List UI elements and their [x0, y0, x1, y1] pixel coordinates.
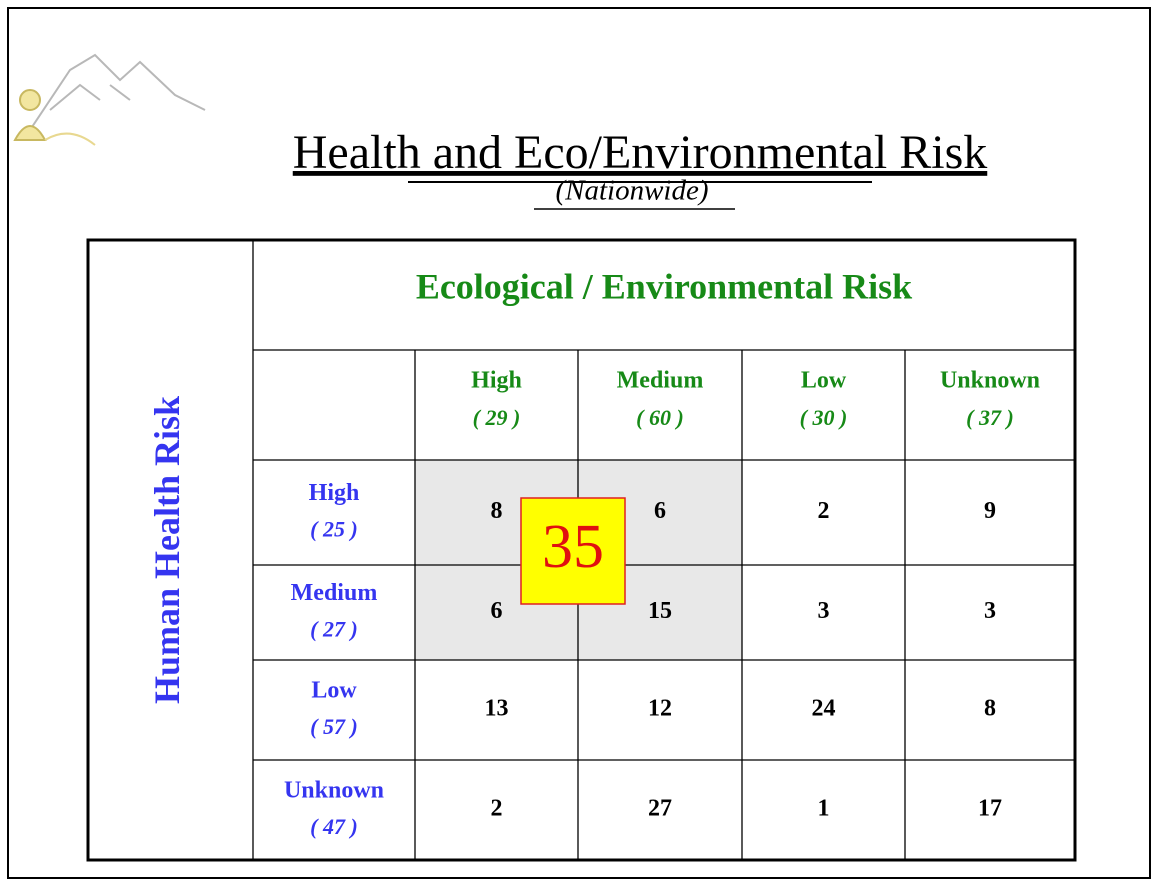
- cell-value: 8: [491, 498, 503, 524]
- risk-table: Ecological / Environmental Risk Human Hea…: [86, 238, 1077, 862]
- callout-value: 35: [542, 513, 604, 581]
- row-count: ( 47 ): [310, 814, 358, 839]
- subtitle: (Nationwide): [555, 175, 708, 207]
- callout-box: [520, 497, 626, 605]
- cell-value: 3: [984, 598, 996, 624]
- column-header: Unknown: [940, 368, 1040, 394]
- mountain-logo: [13, 53, 206, 146]
- cell-value: 17: [978, 796, 1002, 822]
- column-axis-label: Ecological / Environmental Risk: [416, 266, 912, 306]
- cell-value: 2: [491, 796, 503, 822]
- column-count: ( 60 ): [636, 405, 684, 430]
- cell-value: 12: [648, 696, 672, 722]
- cell-value: 6: [654, 498, 666, 524]
- cell-value: 8: [984, 696, 996, 722]
- column-count: ( 29 ): [473, 405, 521, 430]
- table-outline: [86, 238, 1077, 862]
- column-header: High: [471, 368, 522, 394]
- cell-value: 3: [818, 598, 830, 624]
- title: Health and Eco/Environmental Risk: [293, 126, 988, 179]
- row-axis-label: Human Health Risk: [147, 396, 187, 704]
- row-count: ( 57 ): [310, 714, 358, 739]
- cell-value: 9: [984, 498, 996, 524]
- column-header: Medium: [617, 368, 704, 394]
- row-header: High: [309, 480, 360, 506]
- row-header: Medium: [291, 580, 378, 606]
- cell-value: 6: [491, 598, 503, 624]
- cell-value: 1: [818, 796, 830, 822]
- column-header: Low: [801, 368, 847, 394]
- row-count: ( 27 ): [310, 617, 358, 642]
- cell-value: 13: [485, 696, 509, 722]
- row-count: ( 25 ): [310, 517, 358, 542]
- slide-frame: [7, 7, 1151, 879]
- cell-value: 2: [818, 498, 830, 524]
- column-count: ( 37 ): [966, 405, 1014, 430]
- column-count: ( 30 ): [800, 405, 848, 430]
- row-header: Unknown: [284, 778, 384, 804]
- cell-value: 27: [648, 796, 672, 822]
- row-header: Low: [311, 678, 357, 704]
- cell-value: 15: [648, 598, 672, 624]
- cell-value: 24: [812, 696, 836, 722]
